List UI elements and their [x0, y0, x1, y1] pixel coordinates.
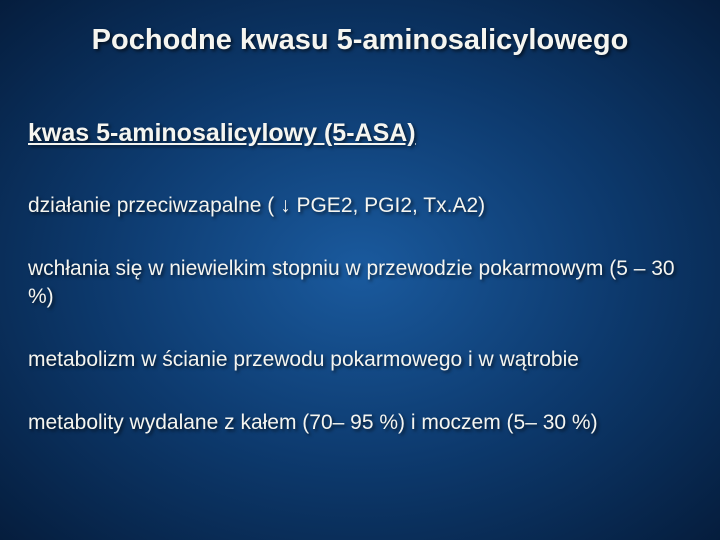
slide-title: Pochodne kwasu 5-aminosalicylowego [0, 0, 720, 57]
bullet-item: metabolity wydalane z kałem (70– 95 %) i… [0, 409, 720, 436]
bullet-item: działanie przeciwzapalne ( ↓ PGE2, PGI2,… [0, 192, 720, 219]
bullet-item: metabolizm w ścianie przewodu pokarmoweg… [0, 346, 720, 373]
bullet-item: wchłania się w niewielkim stopniu w prze… [0, 255, 720, 310]
slide-subheading: kwas 5-aminosalicylowy (5-ASA) [0, 119, 720, 148]
